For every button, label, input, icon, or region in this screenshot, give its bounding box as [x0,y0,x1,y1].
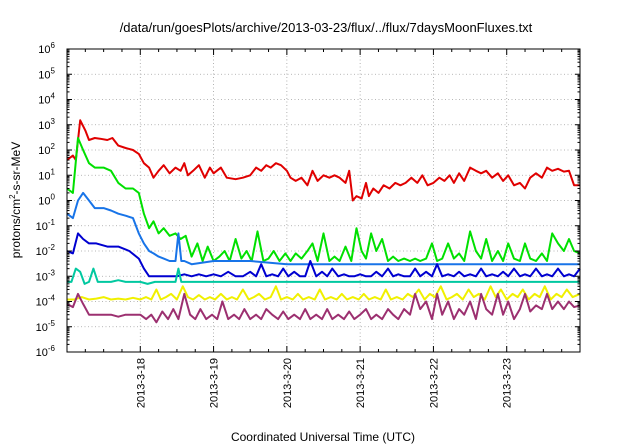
series-line-7 [66,292,581,324]
y-tick-label: 10-2 [36,243,56,258]
y-tick-base: 10 [38,44,50,56]
y-tick-exp: -4 [48,294,56,303]
y-tick-label: 103 [38,117,55,132]
y-tick-base: 10 [36,322,48,334]
y-tick-base: 10 [38,196,50,208]
y-tick-label: 10-1 [36,218,56,233]
x-tick-label: 2013-3-23 [502,358,514,408]
y-tick-base: 10 [36,221,48,233]
y-tick-label: 10-5 [36,319,56,334]
y-tick-exp: -5 [48,319,56,328]
chart-title: /data/run/goesPlots/archive/2013-03-23/f… [120,20,533,35]
y-tick-label: 10-3 [36,268,56,283]
y-tick-base: 10 [36,246,48,258]
y-tick-label: 10-6 [36,344,56,359]
y-tick-base: 10 [38,170,50,182]
y-axis-label-rest: -s-sr-MeV [9,142,23,195]
series-line-2 [66,137,581,262]
series-line-5 [67,267,580,285]
y-axis-label-sup: 2 [8,194,17,199]
y-tick-base: 10 [36,297,48,309]
y-tick-exp: 1 [51,167,56,176]
y-tick-label: 101 [38,167,55,182]
y-tick-base: 10 [38,69,50,81]
x-axis-ticks: 2013-3-18 2013-3-19 2013-3-20 2013-3-21 2013… [84,49,563,408]
y-tick-base: 10 [38,145,50,157]
y-tick-label: 10-4 [36,294,56,309]
y-tick-exp: -3 [48,268,56,277]
grid-lines [67,49,580,352]
y-tick-exp: -2 [48,243,56,252]
y-tick-base: 10 [36,347,48,359]
y-tick-label: 100 [38,193,55,208]
y-axis-ticks: 10-610-510-410-310-210-11001011021031041… [36,41,580,359]
y-tick-label: 106 [38,41,55,56]
y-tick-base: 10 [38,95,50,107]
y-tick-exp: 3 [51,117,56,126]
data-series [66,119,581,324]
y-tick-base: 10 [36,271,48,283]
y-tick-label: 104 [38,92,55,107]
series-line-3 [66,191,580,266]
y-tick-exp: 5 [51,66,56,75]
x-tick-label: 2013-3-22 [428,358,440,408]
y-tick-label: 105 [38,66,55,81]
y-tick-exp: 6 [51,41,56,50]
y-tick-exp: -1 [48,218,56,227]
x-axis-label: Coordinated Universal Time (UTC) [231,430,415,444]
series-line-6 [67,285,581,301]
x-tick-label: 2013-3-18 [135,358,147,408]
y-tick-exp: 4 [51,92,56,101]
x-tick-label: 2013-3-20 [282,358,294,408]
y-tick-label: 102 [38,142,55,157]
x-tick-label: 2013-3-21 [355,358,367,408]
y-tick-exp: -6 [48,344,56,353]
y-axis-label: protons/cm2-s-sr-MeV [8,142,23,258]
y-tick-base: 10 [38,120,50,132]
y-tick-exp: 0 [51,193,56,202]
series-line-1 [66,119,580,202]
y-tick-exp: 2 [51,142,56,151]
y-axis-label-main: protons/cm [9,199,23,258]
x-tick-label: 2013-3-19 [209,358,221,408]
series-line-4 [66,232,581,278]
